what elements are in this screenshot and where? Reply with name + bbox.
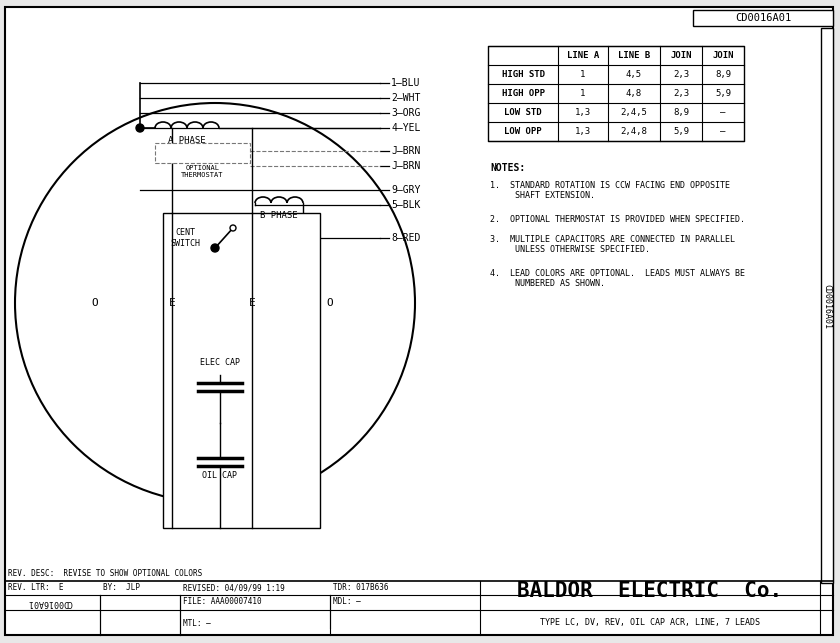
Text: 3–ORG: 3–ORG — [391, 108, 420, 118]
Circle shape — [211, 244, 219, 252]
Text: NOTES:: NOTES: — [490, 163, 525, 173]
Text: 2,3: 2,3 — [673, 70, 689, 79]
Text: 1: 1 — [580, 89, 585, 98]
Text: J–BRN: J–BRN — [391, 161, 420, 171]
Text: 1.  STANDARD ROTATION IS CCW FACING END OPPOSITE
     SHAFT EXTENSION.: 1. STANDARD ROTATION IS CCW FACING END O… — [490, 181, 730, 201]
Text: 2,3: 2,3 — [673, 89, 689, 98]
Text: OPTIONAL
THERMOSTAT: OPTIONAL THERMOSTAT — [181, 165, 223, 178]
Text: E: E — [249, 298, 255, 308]
Circle shape — [15, 103, 415, 503]
Bar — [163, 213, 320, 528]
Text: 5,9: 5,9 — [715, 89, 731, 98]
Bar — [488, 46, 744, 141]
Text: 1: 1 — [580, 70, 585, 79]
Text: 8–RED: 8–RED — [391, 233, 420, 243]
Text: OIL CAP: OIL CAP — [202, 471, 238, 480]
Text: CD0016A01: CD0016A01 — [735, 13, 791, 23]
Text: ELEC CAP: ELEC CAP — [200, 358, 240, 367]
Text: JOIN: JOIN — [712, 51, 734, 60]
Text: HIGH OPP: HIGH OPP — [501, 89, 544, 98]
Text: REVISED: 04/09/99 1:19: REVISED: 04/09/99 1:19 — [183, 583, 285, 592]
Text: 4,8: 4,8 — [626, 89, 642, 98]
Text: J–BRN: J–BRN — [391, 146, 420, 156]
Text: 3.  MULTIPLE CAPACITORS ARE CONNECTED IN PARALLEL
     UNLESS OTHERWISE SPECIFIE: 3. MULTIPLE CAPACITORS ARE CONNECTED IN … — [490, 235, 735, 255]
Text: 1–BLU: 1–BLU — [391, 78, 420, 88]
Text: 4–YEL: 4–YEL — [391, 123, 420, 133]
Text: E: E — [169, 298, 176, 308]
Bar — [155, 143, 250, 163]
Text: JOIN: JOIN — [670, 51, 692, 60]
Text: BALDOR  ELECTRIC  Co.: BALDOR ELECTRIC Co. — [517, 581, 783, 601]
Text: 4.  LEAD COLORS ARE OPTIONAL.  LEADS MUST ALWAYS BE
     NUMBERED AS SHOWN.: 4. LEAD COLORS ARE OPTIONAL. LEADS MUST … — [490, 269, 745, 289]
Text: 2,4,8: 2,4,8 — [621, 127, 648, 136]
Text: 2,4,5: 2,4,5 — [621, 108, 648, 117]
Circle shape — [136, 124, 144, 132]
Text: HIGH STD: HIGH STD — [501, 70, 544, 79]
Text: CD0016A01: CD0016A01 — [822, 284, 832, 329]
Text: 9–GRY: 9–GRY — [391, 185, 420, 195]
Text: 1,3: 1,3 — [575, 108, 591, 117]
Text: MDL: –: MDL: – — [333, 597, 360, 606]
Text: CENT
SWITCH: CENT SWITCH — [170, 228, 200, 248]
Text: CD0016A01: CD0016A01 — [28, 597, 72, 606]
Text: BY:  JLP: BY: JLP — [103, 583, 140, 592]
Text: B PHASE: B PHASE — [260, 211, 298, 220]
Text: LINE A: LINE A — [567, 51, 599, 60]
Text: O: O — [327, 298, 333, 308]
Text: LINE B: LINE B — [618, 51, 650, 60]
Text: LOW STD: LOW STD — [504, 108, 542, 117]
Text: LOW OPP: LOW OPP — [504, 127, 542, 136]
Text: 1,3: 1,3 — [575, 127, 591, 136]
Text: TYPE LC, DV, REV, OIL CAP ACR, LINE, 7 LEADS: TYPE LC, DV, REV, OIL CAP ACR, LINE, 7 L… — [540, 619, 760, 628]
Text: REV. LTR:  E: REV. LTR: E — [8, 583, 64, 592]
Bar — [693, 10, 833, 26]
Text: 2.  OPTIONAL THERMOSTAT IS PROVIDED WHEN SPECIFIED.: 2. OPTIONAL THERMOSTAT IS PROVIDED WHEN … — [490, 215, 745, 224]
Text: 5,9: 5,9 — [673, 127, 689, 136]
Text: MTL: –: MTL: – — [183, 619, 211, 628]
Text: TDR: 017B636: TDR: 017B636 — [333, 583, 388, 592]
Text: 8,9: 8,9 — [673, 108, 689, 117]
Bar — [821, 28, 833, 583]
Text: 8,9: 8,9 — [715, 70, 731, 79]
Text: FILE: AAA00007410: FILE: AAA00007410 — [183, 597, 261, 606]
Text: 5–BLK: 5–BLK — [391, 200, 420, 210]
Text: –: – — [721, 108, 726, 117]
Text: REV. DESC:  REVISE TO SHOW OPTIONAL COLORS: REV. DESC: REVISE TO SHOW OPTIONAL COLOR… — [8, 569, 202, 578]
Text: O: O — [92, 298, 98, 308]
Text: 4,5: 4,5 — [626, 70, 642, 79]
Text: A PHASE: A PHASE — [168, 136, 206, 145]
Circle shape — [230, 225, 236, 231]
Text: –: – — [721, 127, 726, 136]
Text: 2–WHT: 2–WHT — [391, 93, 420, 103]
